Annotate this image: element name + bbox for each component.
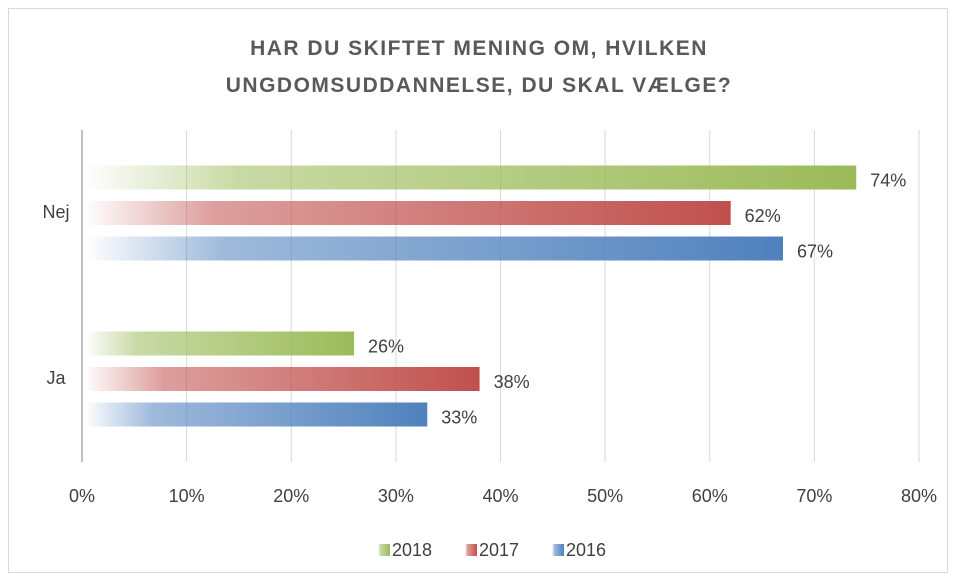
x-tick-label: 20%: [273, 486, 309, 506]
legend-swatch: [378, 544, 390, 556]
x-tick-label: 50%: [587, 486, 623, 506]
x-tick-label: 0%: [69, 486, 95, 506]
value-label: 33%: [441, 407, 477, 427]
x-tick-label: 60%: [692, 486, 728, 506]
legend-label: 2017: [479, 540, 519, 560]
bar: [84, 367, 480, 391]
bar: [84, 402, 428, 427]
x-tick-label: 70%: [796, 486, 832, 506]
bar: [84, 201, 731, 225]
legend-swatch: [552, 544, 564, 556]
value-label: 67%: [797, 241, 833, 261]
legend-label: 2016: [566, 540, 606, 560]
legend-swatch: [465, 544, 477, 556]
y-tick-label: Ja: [46, 368, 66, 388]
legend-label: 2018: [392, 540, 432, 560]
chart-title: HAR DU SKIFTET MENING OM, HVILKEN UNGDOM…: [225, 37, 733, 97]
x-tick-label: 30%: [378, 486, 414, 506]
value-label: 74%: [870, 170, 906, 190]
bar: [84, 236, 783, 261]
x-tick-label: 80%: [901, 486, 937, 506]
y-tick-label: Nej: [42, 202, 69, 222]
bar: [84, 331, 355, 356]
value-label: 26%: [368, 336, 404, 356]
x-tick-label: 40%: [482, 486, 518, 506]
x-tick-label: 10%: [169, 486, 205, 506]
value-label: 62%: [745, 206, 781, 226]
chart-frame: [8, 8, 948, 573]
value-label: 38%: [494, 372, 530, 392]
bar: [84, 165, 857, 190]
